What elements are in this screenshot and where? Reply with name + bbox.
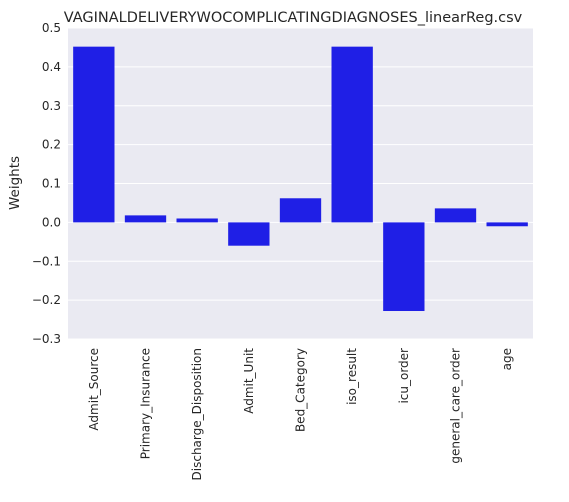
bar-Bed_Category	[279, 198, 322, 223]
y-tick-label: 0.4	[42, 60, 61, 74]
bar-Admit_Source	[73, 46, 115, 223]
bar-age	[486, 222, 528, 227]
bar-general_care_order	[434, 208, 477, 223]
y-tick-label: 0.2	[42, 138, 61, 152]
y-axis-label: Weights	[7, 156, 23, 210]
bar-icu_order	[383, 222, 425, 312]
x-tick-label: Admit_Unit	[242, 348, 256, 414]
y-tick-label: −0.2	[32, 293, 61, 307]
x-tick-label: Admit_Source	[87, 348, 101, 431]
bars	[73, 46, 528, 312]
x-tick-label: age	[500, 348, 514, 370]
bar-Admit_Unit	[228, 222, 270, 246]
x-tick-label: general_care_order	[449, 348, 463, 464]
y-tick-label: −0.1	[32, 254, 61, 268]
x-tick-label: Bed_Category	[294, 348, 308, 432]
chart-title: VAGINALDELIVERYWOCOMPLICATINGDIAGNOSES_l…	[64, 10, 523, 26]
y-tick-label: 0.5	[42, 21, 61, 35]
x-tick-label: Primary_Insurance	[139, 348, 153, 459]
y-tick-label: −0.3	[32, 332, 61, 346]
x-tick-label: Discharge_Disposition	[190, 348, 204, 480]
bar-Discharge_Disposition	[176, 218, 218, 223]
x-tick-labels: Admit_Source Primary_Insurance Discharge_D…	[87, 348, 514, 481]
bar-iso_result	[331, 46, 373, 223]
y-tick-label: 0.1	[42, 177, 61, 191]
y-tick-label: 0.0	[42, 215, 61, 229]
y-tick-label: 0.3	[42, 99, 61, 113]
y-tick-labels: 0.5 0.4 0.3 0.2 0.1 0.0 −0.1 −0.2 −0.3	[32, 21, 61, 346]
bar-Primary_Insurance	[124, 215, 167, 223]
x-tick-label: iso_result	[345, 348, 359, 405]
x-tick-label: icu_order	[397, 348, 411, 404]
